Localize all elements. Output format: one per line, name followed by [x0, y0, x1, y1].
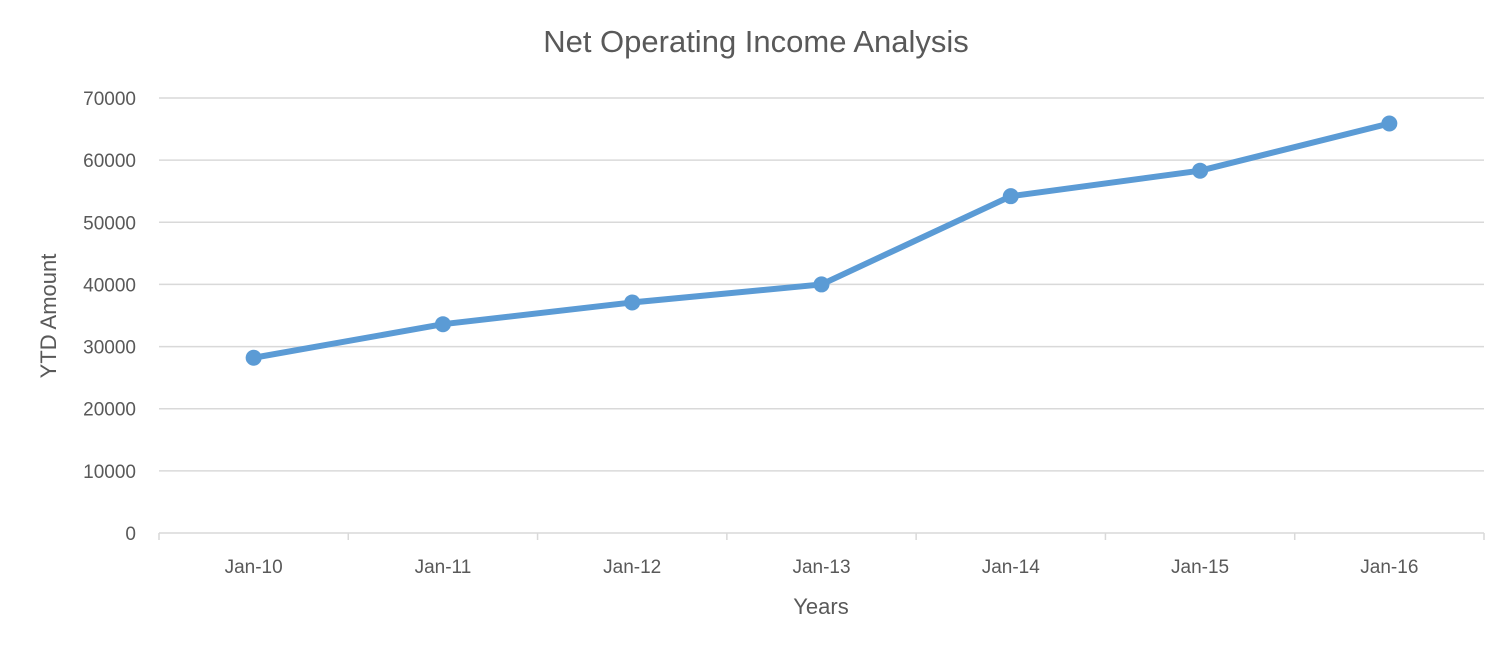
data-point-Jan-12: [624, 294, 641, 311]
x-tick-label-Jan-14: Jan-14: [982, 557, 1041, 578]
y-tick-label-40000: 40000: [83, 275, 136, 296]
x-tick-label-Jan-16: Jan-16: [1360, 557, 1418, 578]
x-tick-label-Jan-10: Jan-10: [225, 557, 283, 578]
y-axis-title: YTD Amount: [36, 254, 61, 379]
series-layer: [245, 115, 1398, 366]
x-tick-label-Jan-12: Jan-12: [603, 557, 661, 578]
data-point-Jan-13: [813, 276, 830, 293]
y-tick-label-50000: 50000: [83, 213, 136, 234]
y-axis-tick-labels: 0 10000 20000 30000 40000 50000 60000 70000: [83, 89, 136, 545]
y-tick-label-0: 0: [125, 524, 136, 545]
y-tick-label-10000: 10000: [83, 462, 136, 483]
chart-title: Net Operating Income Analysis: [543, 24, 969, 59]
x-tick-label-Jan-15: Jan-15: [1171, 557, 1229, 578]
x-tick-label-Jan-11: Jan-11: [415, 557, 472, 578]
gridlines: [159, 97, 1484, 472]
x-axis-title: Years: [793, 594, 848, 619]
data-point-Jan-11: [434, 316, 451, 333]
series-line-0: [250, 120, 1393, 361]
data-point-Jan-10: [245, 349, 262, 366]
data-point-Jan-15: [1192, 162, 1209, 179]
data-point-Jan-14: [1002, 188, 1019, 205]
y-tick-label-60000: 60000: [83, 151, 136, 172]
x-tick-label-Jan-13: Jan-13: [792, 557, 850, 578]
y-tick-label-20000: 20000: [83, 400, 136, 421]
data-point-Jan-16: [1381, 115, 1398, 132]
x-axis: Jan-10 Jan-11 Jan-12 Jan-13 Jan-14 Jan-15 Jan-…: [158, 532, 1485, 578]
y-tick-label-30000: 30000: [83, 338, 136, 359]
y-tick-label-70000: 70000: [83, 89, 136, 110]
